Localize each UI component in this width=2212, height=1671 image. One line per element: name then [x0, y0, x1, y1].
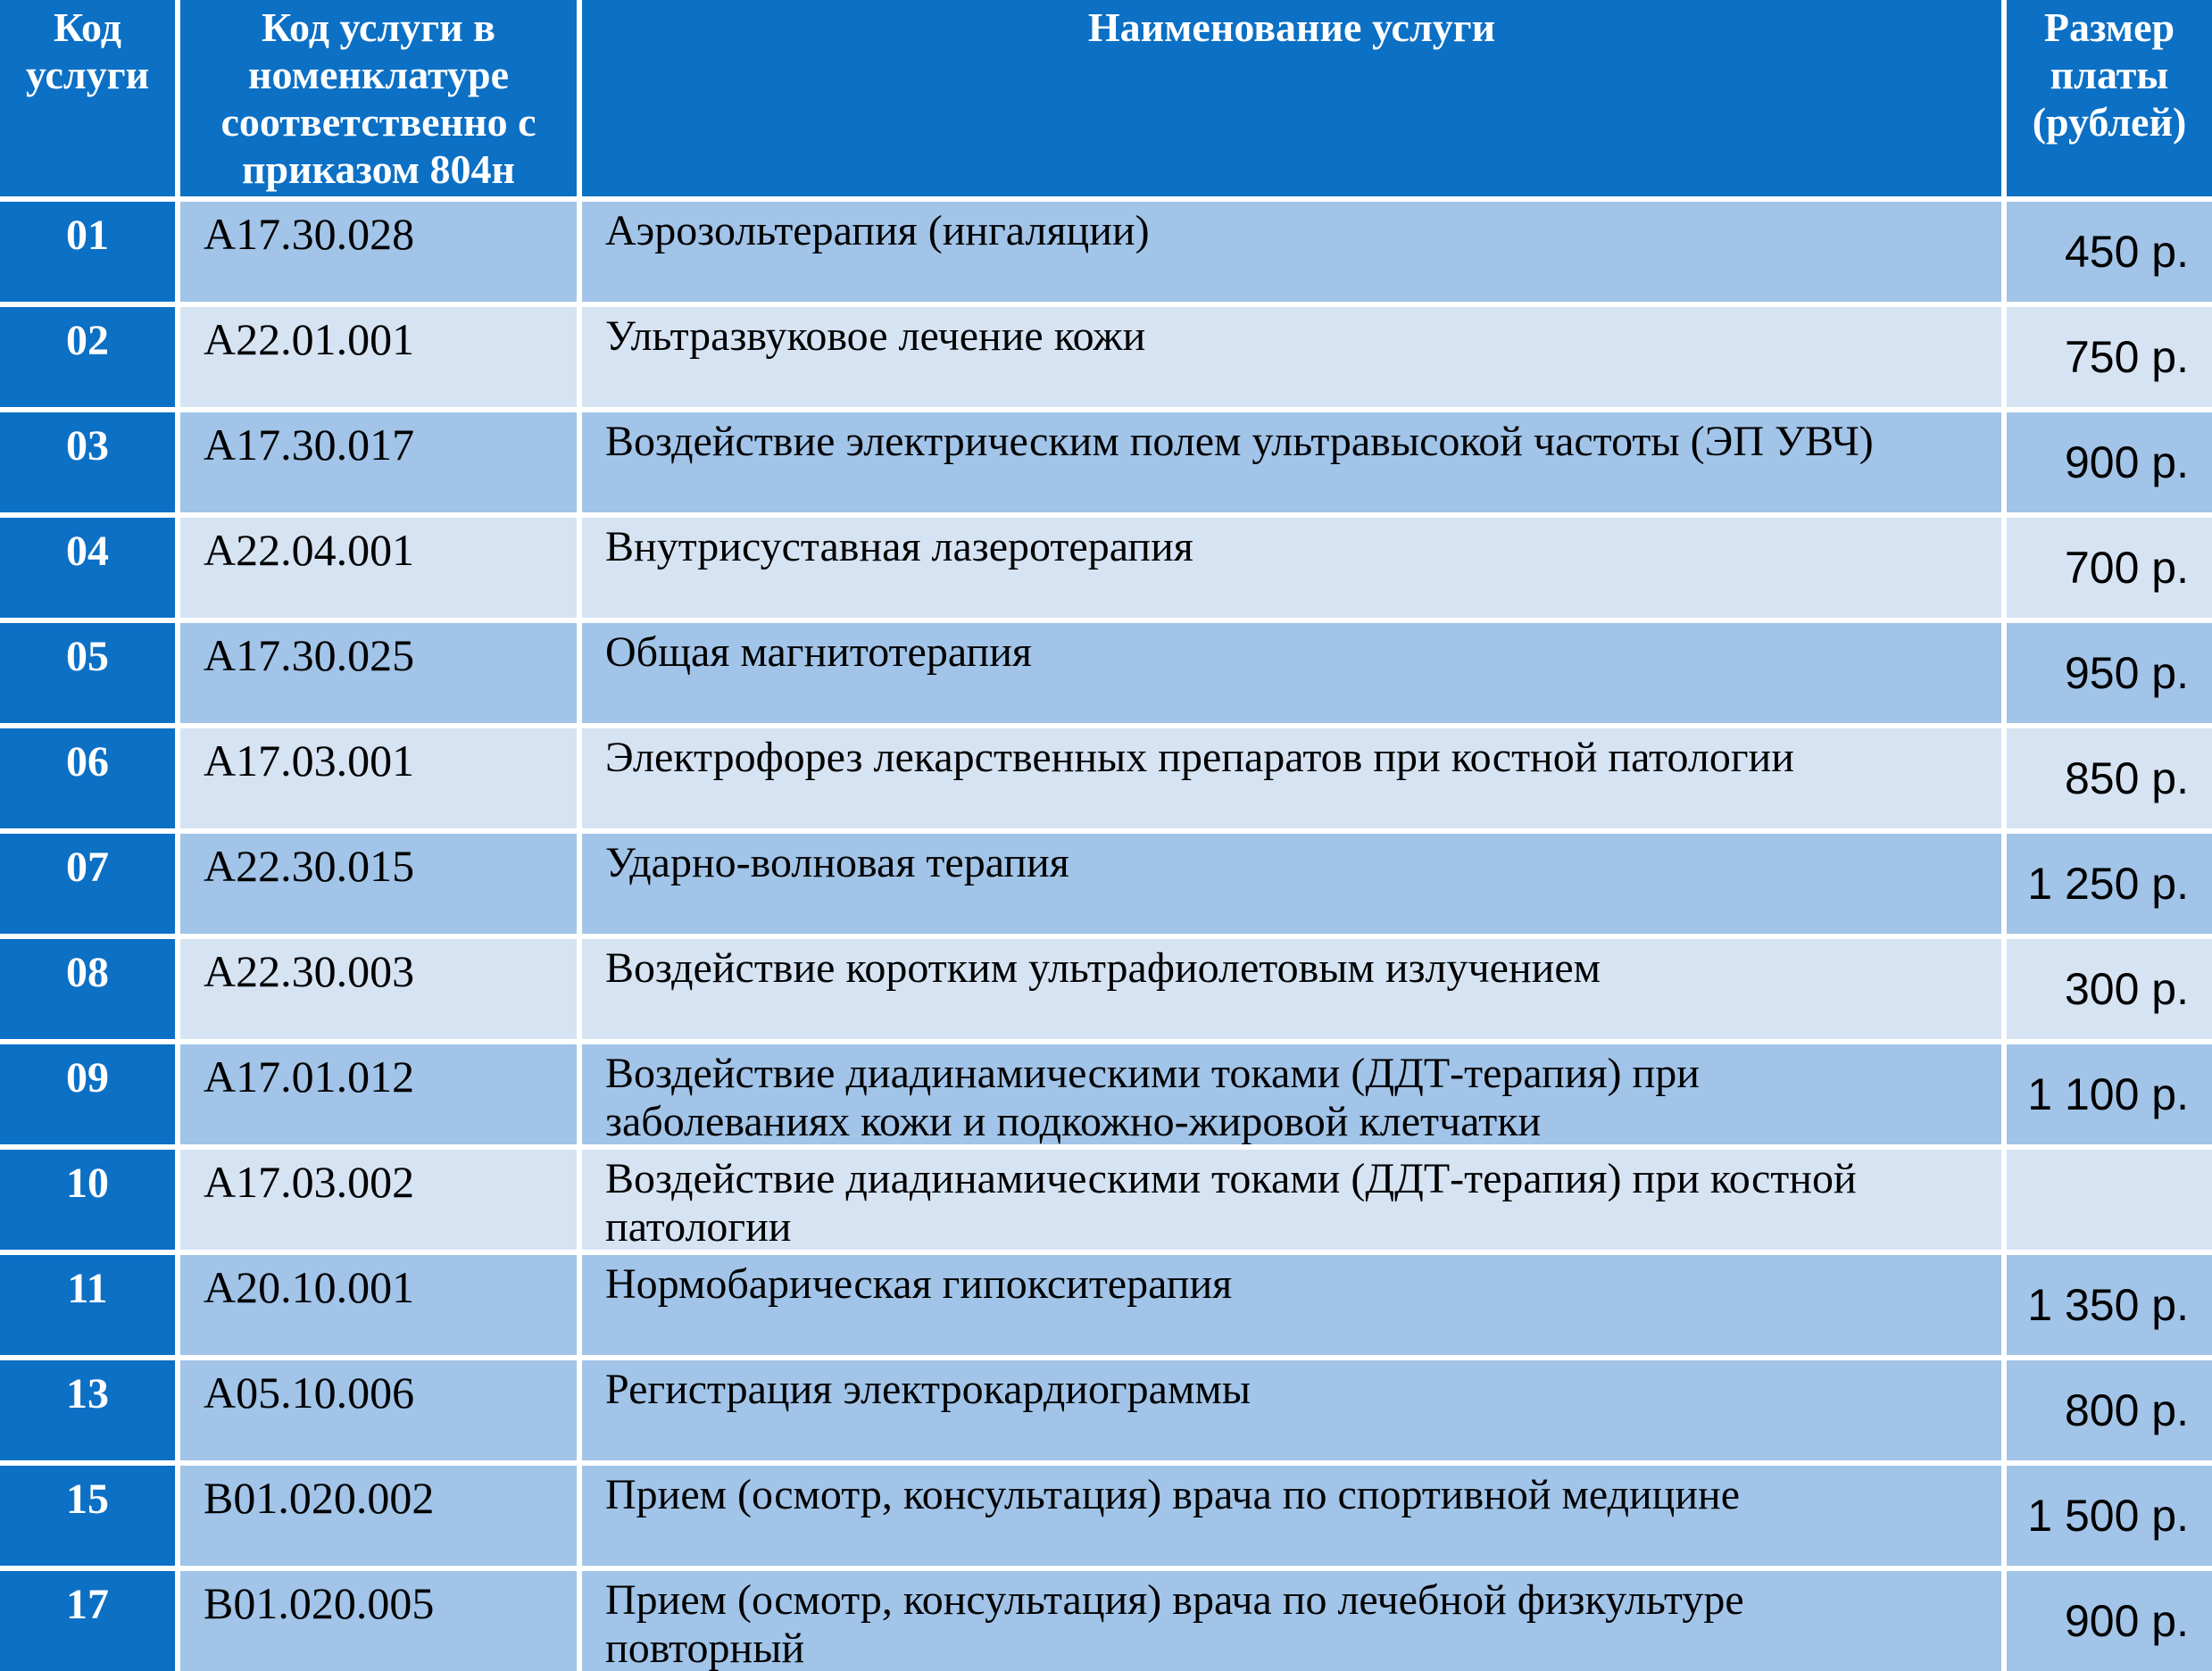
header-service-code: Код услуги: [0, 0, 175, 196]
header-nomenclature-code: Код услуги в номенклатуре соответственно…: [180, 0, 577, 196]
nomenclature-code-cell: B01.020.005: [180, 1571, 577, 1671]
price-cell: 450 р.: [2007, 202, 2212, 302]
price-cell: 1 500 р.: [2007, 1466, 2212, 1566]
row-number-cell: 08: [0, 939, 175, 1039]
service-name-cell: Внутрисуставная лазеротерапия: [582, 518, 2001, 618]
service-name-cell: Прием (осмотр, консультация) врача по ле…: [582, 1571, 2001, 1671]
service-name-cell: Регистрация электрокардиограммы: [582, 1360, 2001, 1460]
row-number-cell: 06: [0, 728, 175, 828]
price-cell: 850 р.: [2007, 728, 2212, 828]
price-cell: 1 250 р.: [2007, 834, 2212, 934]
nomenclature-code-cell: B01.020.002: [180, 1466, 577, 1566]
row-number-cell: 15: [0, 1466, 175, 1566]
service-name-cell: Общая магнитотерапия: [582, 623, 2001, 723]
price-cell: 900 р.: [2007, 412, 2212, 512]
price-cell: 950 р.: [2007, 623, 2212, 723]
service-name-cell: Нормобарическая гипокситерапия: [582, 1255, 2001, 1355]
row-number-cell: 17: [0, 1571, 175, 1671]
row-number-cell: 04: [0, 518, 175, 618]
row-number-cell: 13: [0, 1360, 175, 1460]
price-cell: 750 р.: [2007, 307, 2212, 407]
price-cell: 1 350 р.: [2007, 1255, 2212, 1355]
nomenclature-code-cell: A17.30.025: [180, 623, 577, 723]
nomenclature-code-cell: A05.10.006: [180, 1360, 577, 1460]
price-cell: 1 100 р.: [2007, 1044, 2212, 1144]
price-cell: [2007, 1150, 2212, 1250]
price-cell: 900 р.: [2007, 1571, 2212, 1671]
nomenclature-code-cell: A17.03.001: [180, 728, 577, 828]
nomenclature-code-cell: A22.04.001: [180, 518, 577, 618]
service-name-cell: Ударно-волновая терапия: [582, 834, 2001, 934]
service-name-cell: Электрофорез лекарственных препаратов пр…: [582, 728, 2001, 828]
row-number-cell: 09: [0, 1044, 175, 1144]
nomenclature-code-cell: A17.30.028: [180, 202, 577, 302]
nomenclature-code-cell: A17.03.002: [180, 1150, 577, 1250]
service-name-cell: Воздействие электрическим полем ультравы…: [582, 412, 2001, 512]
nomenclature-code-cell: A22.30.003: [180, 939, 577, 1039]
price-cell: 800 р.: [2007, 1360, 2212, 1460]
service-name-cell: Воздействие диадинамическими токами (ДДТ…: [582, 1044, 2001, 1144]
row-number-cell: 10: [0, 1150, 175, 1250]
nomenclature-code-cell: A17.01.012: [180, 1044, 577, 1144]
service-name-cell: Аэрозольтерапия (ингаляции): [582, 202, 2001, 302]
nomenclature-code-cell: A20.10.001: [180, 1255, 577, 1355]
row-number-cell: 01: [0, 202, 175, 302]
price-cell: 300 р.: [2007, 939, 2212, 1039]
service-name-cell: Прием (осмотр, консультация) врача по сп…: [582, 1466, 2001, 1566]
nomenclature-code-cell: A22.01.001: [180, 307, 577, 407]
nomenclature-code-cell: A17.30.017: [180, 412, 577, 512]
price-cell: 700 р.: [2007, 518, 2212, 618]
row-number-cell: 02: [0, 307, 175, 407]
row-number-cell: 11: [0, 1255, 175, 1355]
nomenclature-code-cell: A22.30.015: [180, 834, 577, 934]
header-service-name: Наименование услуги: [582, 0, 2001, 196]
service-name-cell: Воздействие коротким ультрафиолетовым из…: [582, 939, 2001, 1039]
row-number-cell: 05: [0, 623, 175, 723]
row-number-cell: 07: [0, 834, 175, 934]
row-number-cell: 03: [0, 412, 175, 512]
header-price: Размер платы (рублей): [2007, 0, 2212, 196]
service-name-cell: Воздействие диадинамическими токами (ДДТ…: [582, 1150, 2001, 1250]
service-name-cell: Ультразвуковое лечение кожи: [582, 307, 2001, 407]
